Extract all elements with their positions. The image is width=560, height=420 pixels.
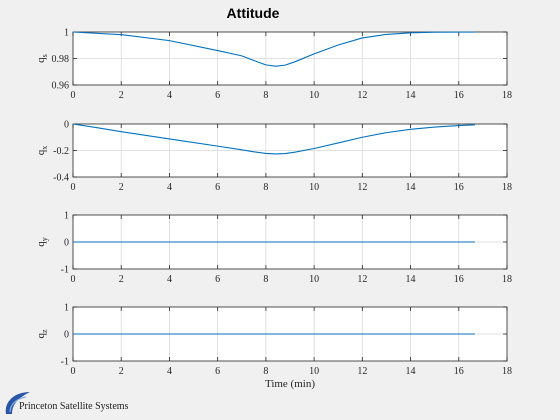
- subplot-s: 0 2 4 6 8 10 12 14 16 18 0.96 0.98 1 qs: [35, 28, 512, 102]
- series-line-qs: [72, 31, 475, 67]
- x-tick-label: 4: [167, 182, 172, 193]
- x-tick-label: 16: [454, 366, 464, 377]
- x-tick-label: 4: [167, 366, 172, 377]
- y-tick-label: 0: [64, 120, 69, 131]
- y-axis-label: qy: [35, 237, 49, 247]
- x-tick-label: 16: [454, 90, 464, 101]
- y-tick-label: 0.98: [52, 54, 70, 65]
- x-tick-label: 6: [215, 366, 220, 377]
- x-tick-label: 0: [71, 90, 76, 101]
- x-tick-label: 8: [263, 366, 268, 377]
- x-tick-label: 12: [357, 182, 367, 193]
- x-tick-label: 2: [119, 366, 124, 377]
- princeton-satellite-logo-icon: [5, 392, 31, 414]
- x-tick-label: 4: [167, 90, 172, 101]
- chart-title: Attitude: [227, 5, 280, 21]
- y-axis-label: qx: [35, 146, 49, 156]
- y-tick-label: -0.4: [53, 173, 69, 184]
- x-tick-label: 2: [119, 182, 124, 193]
- x-tick-label: 18: [502, 366, 512, 377]
- x-tick-label: 4: [167, 274, 172, 285]
- series-line-qx: [72, 123, 475, 155]
- x-tick-label: 8: [263, 182, 268, 193]
- x-tick-label: 10: [309, 182, 319, 193]
- y-tick-label: -0.2: [53, 146, 69, 157]
- y-tick-label: 1: [64, 211, 69, 222]
- x-tick-label: 10: [309, 274, 319, 285]
- x-tick-label: 14: [406, 274, 416, 285]
- y-tick-label: 0: [64, 330, 69, 341]
- x-tick-label: 6: [215, 274, 220, 285]
- x-tick-label: 18: [502, 274, 512, 285]
- x-tick-label: 0: [71, 274, 76, 285]
- x-tick-label: 2: [119, 274, 124, 285]
- y-axis-label: qz: [35, 329, 49, 339]
- x-tick-label: 16: [454, 182, 464, 193]
- x-tick-label: 0: [71, 182, 76, 193]
- x-tick-label: 0: [71, 366, 76, 377]
- y-tick-label: 0.96: [52, 81, 70, 92]
- x-tick-label: 14: [406, 90, 416, 101]
- x-tick-label: 14: [406, 366, 416, 377]
- x-tick-label: 18: [502, 182, 512, 193]
- y-tick-label: -1: [61, 265, 69, 276]
- x-tick-label: 14: [406, 182, 416, 193]
- subplot-x: 0 2 4 6 8 10 12 14 16 18 -0.4 -0.2 0 qx: [35, 120, 512, 194]
- x-tick-label: 12: [357, 90, 367, 101]
- logo: Princeton Satellite Systems: [5, 392, 129, 414]
- x-tick-label: 16: [454, 274, 464, 285]
- y-tick-label: 0: [64, 238, 69, 249]
- x-tick-label: 8: [263, 274, 268, 285]
- y-axis-label: qs: [35, 54, 49, 63]
- y-tick-label: 1: [64, 303, 69, 314]
- x-tick-label: 8: [263, 90, 268, 101]
- x-tick-label: 12: [357, 274, 367, 285]
- y-tick-label: -1: [61, 357, 69, 368]
- y-tick-label: 1: [64, 28, 69, 39]
- x-tick-label: 10: [309, 90, 319, 101]
- x-axis-label: Time (min): [265, 378, 315, 390]
- brand-name: Princeton Satellite Systems: [19, 401, 129, 412]
- x-tick-label: 18: [502, 90, 512, 101]
- x-tick-label: 12: [357, 366, 367, 377]
- x-tick-label: 6: [215, 182, 220, 193]
- x-tick-label: 6: [215, 90, 220, 101]
- x-tick-label: 10: [309, 366, 319, 377]
- x-tick-label: 2: [119, 90, 124, 101]
